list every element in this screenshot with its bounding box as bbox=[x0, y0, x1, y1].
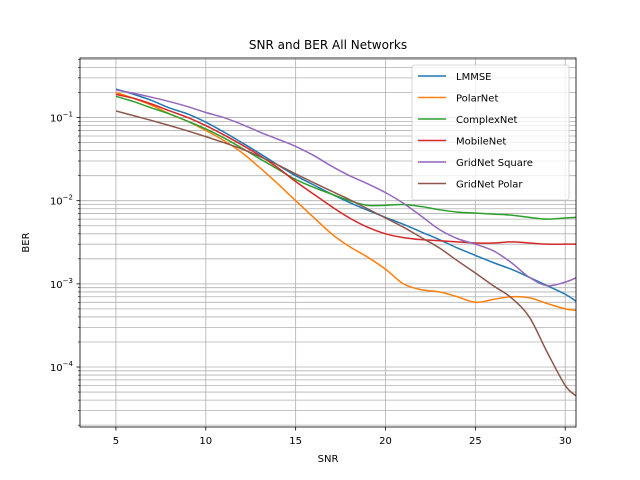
series-line-gridnet-square bbox=[115, 89, 576, 287]
y-tick-label: 10−3 bbox=[50, 277, 73, 291]
x-tick-label: 25 bbox=[469, 436, 482, 447]
series-layer bbox=[115, 88, 576, 397]
y-tick-exponent: −4 bbox=[63, 360, 74, 368]
x-tick-label: 10 bbox=[199, 436, 212, 447]
x-tick-label: 30 bbox=[559, 436, 572, 447]
legend-label-polarnet: PolarNet bbox=[456, 94, 498, 105]
plot-frame bbox=[79, 57, 577, 428]
x-tick-label: 5 bbox=[113, 436, 119, 447]
y-tick-exponent: −1 bbox=[63, 111, 73, 119]
y-tick-label: 10−2 bbox=[50, 194, 73, 208]
y-tick-exponent: −2 bbox=[63, 194, 73, 202]
y-tick-base: 10 bbox=[50, 363, 63, 374]
y-tick-label: 10−1 bbox=[50, 111, 73, 125]
legend-label-lmmse: LMMSE bbox=[456, 72, 492, 83]
legend-label-complexnet: ComplexNet bbox=[456, 115, 517, 126]
y-tick-base: 10 bbox=[50, 197, 63, 208]
series-line-gridnet-polar bbox=[115, 110, 576, 397]
x-tick-label: 15 bbox=[289, 436, 302, 447]
y-tick-exponent: −3 bbox=[63, 277, 73, 285]
ticks-layer: 10−410−310−210−15 10 15 20 25 30 bbox=[50, 59, 572, 447]
legend-label-gridnet-polar: GridNet Polar bbox=[456, 180, 523, 191]
y-tick-base: 10 bbox=[50, 114, 63, 125]
y-tick-label: 10−4 bbox=[50, 360, 74, 374]
legend-label-mobilenet: MobileNet bbox=[456, 137, 506, 148]
y-axis-label: BER bbox=[21, 232, 32, 252]
legend-label-gridnet-square: GridNet Square bbox=[456, 158, 533, 169]
x-axis-label: SNR bbox=[318, 454, 339, 465]
x-tick-label: 20 bbox=[379, 436, 392, 447]
chart-title: SNR and BER All Networks bbox=[249, 38, 407, 52]
legend-box bbox=[411, 64, 570, 201]
series-line-complexnet bbox=[115, 95, 576, 220]
series-line-mobilenet bbox=[115, 93, 576, 246]
y-tick-base: 10 bbox=[50, 280, 63, 291]
series-line-lmmse bbox=[115, 88, 576, 302]
legend: LMMSE PolarNet ComplexNet MobileNet GridNet … bbox=[411, 64, 570, 201]
